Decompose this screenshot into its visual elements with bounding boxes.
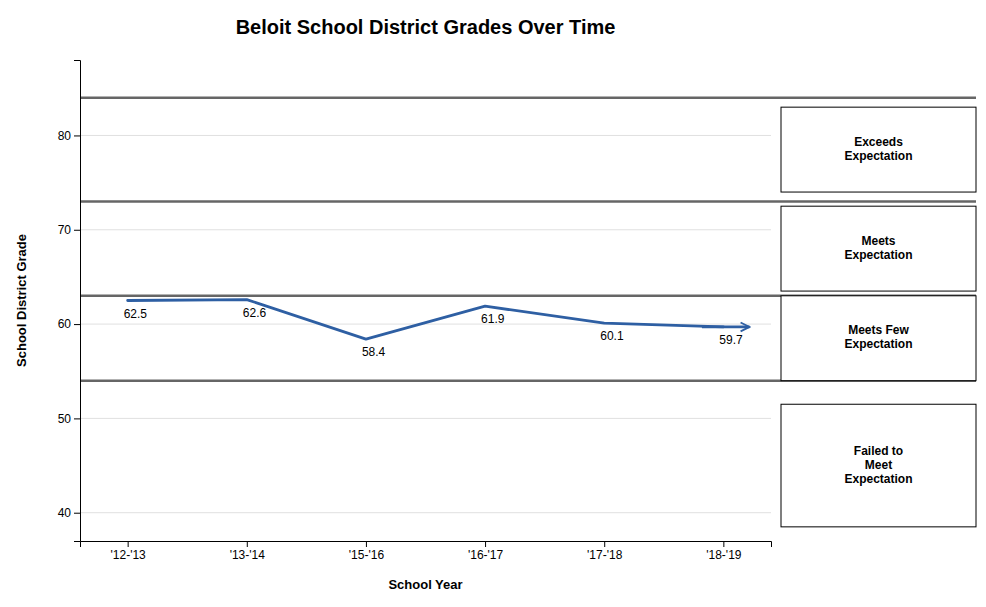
band-boxes: ExceedsExpectationMeetsExpectationMeets … (781, 107, 976, 527)
end-arrow (702, 326, 750, 329)
grid-line (80, 512, 771, 513)
data-label: 59.7 (719, 333, 743, 347)
y-axis: 40 50 60 70 80 (58, 61, 81, 542)
grid-line (80, 229, 771, 230)
grid (80, 135, 771, 512)
x-tick-label: '18-'19 (706, 548, 742, 562)
band-label-line: Meet (865, 458, 892, 472)
band-box (781, 206, 976, 291)
band-box (781, 404, 976, 527)
y-tick: 50 (58, 412, 80, 426)
y-tick-mark (74, 513, 80, 514)
x-tick: '16-'17 (468, 541, 504, 562)
band-label-line: Meets Few (848, 323, 909, 337)
data-label: 62.5 (124, 307, 148, 321)
x-axis-line (81, 542, 772, 548)
x-tick-label: '16-'17 (468, 548, 504, 562)
x-tick-label: '13-'14 (230, 548, 266, 562)
band-label: MeetsExpectation (844, 234, 912, 262)
y-axis-line (74, 61, 81, 542)
band-label-line: Failed to (854, 444, 903, 458)
x-tick-mark (128, 541, 129, 547)
y-tick-label: 50 (58, 412, 72, 426)
band-label: Meets FewExpectation (844, 323, 912, 351)
data-label: 58.4 (362, 345, 386, 359)
data-label: 61.9 (481, 312, 505, 326)
plot-area (128, 300, 750, 340)
y-tick: 60 (58, 317, 80, 331)
x-tick: '12-'13 (111, 541, 147, 562)
boundary-lines (80, 98, 976, 381)
x-tick-label: '17-'18 (587, 548, 623, 562)
chart-svg: ExceedsExpectationMeetsExpectationMeets … (0, 0, 986, 607)
y-axis-title: School District Grade (14, 234, 29, 367)
y-tick-label: 60 (58, 317, 72, 331)
x-tick-mark (604, 541, 605, 547)
band-box (781, 107, 976, 192)
y-tick: 70 (58, 223, 80, 237)
x-tick: '15-'16 (349, 541, 385, 562)
band-label: Failed toMeetExpectation (844, 444, 912, 486)
y-tick-label: 70 (58, 223, 72, 237)
band-box (781, 296, 976, 381)
y-tick: 40 (58, 506, 80, 520)
chart-title: Beloit School District Grades Over Time (236, 16, 616, 38)
y-tick-label: 40 (58, 506, 72, 520)
x-tick: '18-'19 (706, 541, 742, 562)
data-label: 62.6 (243, 306, 267, 320)
y-tick-mark (74, 324, 80, 325)
boundary-line (80, 200, 976, 203)
grid-line (80, 418, 771, 419)
band-label-line: Expectation (844, 337, 912, 351)
x-tick-mark (485, 541, 486, 547)
x-tick-label: '12-'13 (111, 548, 147, 562)
band-label-line: Expectation (844, 149, 912, 163)
band-label: ExceedsExpectation (844, 135, 912, 163)
x-tick-mark (366, 541, 367, 547)
y-tick-mark (74, 135, 80, 136)
data-labels: 62.5 62.6 58.4 61.9 60.1 59.7 (124, 306, 743, 360)
y-tick: 80 (58, 129, 80, 143)
band-label-line: Expectation (844, 248, 912, 262)
band-label-line: Meets (861, 234, 895, 248)
x-axis: '12-'13 '13-'14 '15-'16 '16-'17 '17-'18 '18-'… (81, 541, 772, 562)
x-tick-label: '15-'16 (349, 548, 385, 562)
x-tick: '17-'18 (587, 541, 623, 562)
y-tick-label: 80 (58, 129, 72, 143)
boundary-line (80, 96, 976, 99)
band-label-line: Exceeds (854, 135, 903, 149)
data-label: 60.1 (600, 329, 624, 343)
x-tick-mark (247, 541, 248, 547)
x-tick: '13-'14 (230, 541, 266, 562)
chart-container: ExceedsExpectationMeetsExpectationMeets … (0, 0, 986, 607)
band-label-line: Expectation (844, 472, 912, 486)
y-tick-mark (74, 418, 80, 419)
y-tick-mark (74, 230, 80, 231)
x-axis-title: School Year (388, 577, 462, 592)
data-line (128, 300, 724, 340)
x-tick-mark (723, 541, 724, 547)
grid-line (80, 135, 771, 136)
